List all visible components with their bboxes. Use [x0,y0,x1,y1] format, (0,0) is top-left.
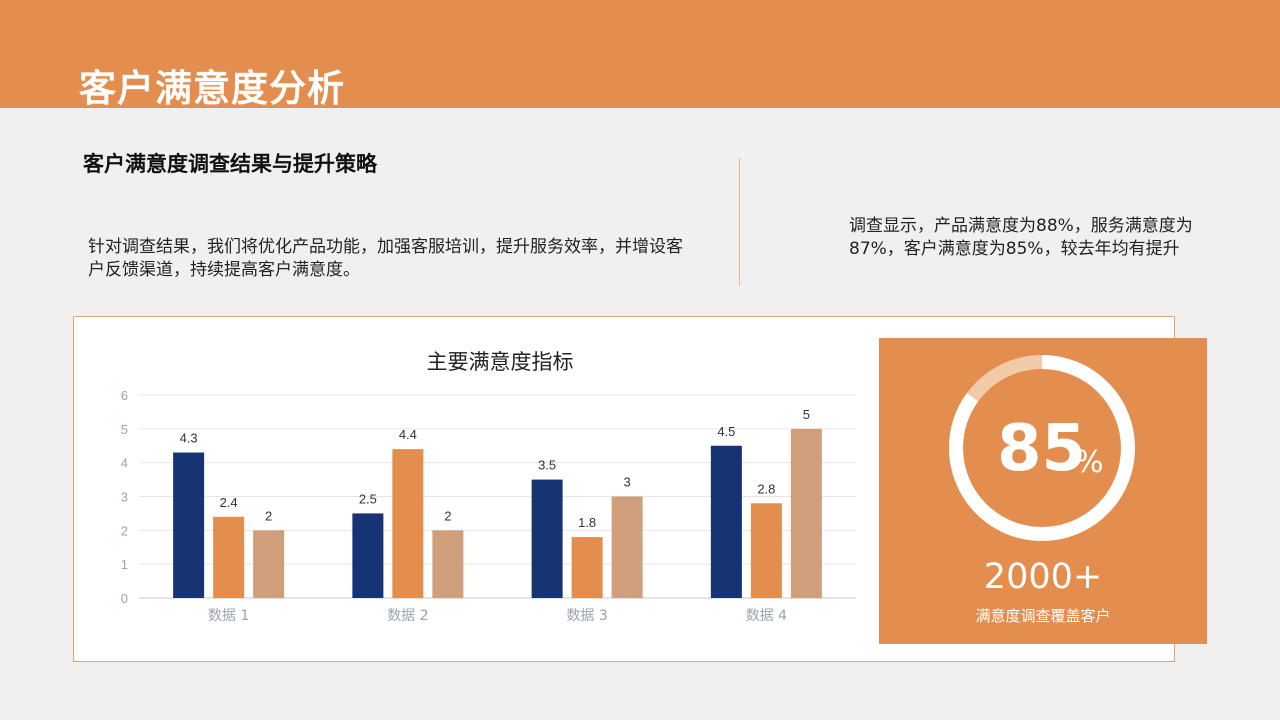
bar-chart: 主要满意度指标 0 1 2 3 4 5 6 4.3 2.4 2 数据 1 2.5 4.4 2 数据 2 3.5 1… [121,350,856,624]
bar [531,479,563,598]
bar [710,445,742,598]
bar [392,449,424,598]
strategy-text: 针对调查结果，我们将优化产品功能，加强客服培训，提升服务效率，并增设客户反馈渠道… [88,237,683,280]
bar [213,516,245,598]
chart-title: 主要满意度指标 [427,350,574,374]
satisfaction-value: 85 [997,412,1087,486]
y-tick-label: 2 [121,523,128,538]
ring-progress [949,355,1135,541]
x-tick-label: 数据 2 [387,608,428,624]
data-label: 1.8 [578,515,596,530]
data-label: 4.5 [717,424,735,439]
data-label: 5 [803,407,810,422]
header-bar: 客户满意度分析 [0,0,1280,110]
x-tick-label: 数据 1 [208,608,249,624]
y-tick-label: 4 [121,456,128,471]
page-title: 客户满意度分析 [79,67,345,110]
data-label: 2 [265,508,272,523]
satisfaction-unit: % [1075,445,1104,480]
customer-count-caption: 满意度调查覆盖客户 [975,607,1111,625]
bar [432,530,464,598]
data-label: 2.8 [757,481,775,496]
bar [750,503,782,598]
customer-count: 2000+ [983,557,1103,597]
bar [571,537,603,598]
y-tick-label: 3 [121,490,128,505]
data-label: 3.5 [538,458,556,473]
stat-panel: 85 % 2000+ 满意度调查覆盖客户 [879,338,1207,644]
data-label: 2.5 [359,491,377,506]
x-tick-label: 数据 3 [566,608,607,624]
data-label: 3 [624,475,631,490]
data-label: 2.4 [220,495,238,510]
y-tick-label: 6 [121,388,128,403]
bar [173,452,205,598]
y-tick-label: 0 [121,591,128,606]
survey-summary-text: 调查显示，产品满意度为88%，服务满意度为87%，客户满意度为85%，较去年均有… [849,216,1193,259]
x-tick-label: 数据 4 [746,608,787,624]
bar [352,513,384,598]
data-label: 2 [444,508,451,523]
bar [790,428,822,598]
bar [611,496,643,598]
vertical-divider [739,158,740,286]
progress-ring [949,355,1135,541]
y-tick-label: 1 [121,557,128,572]
data-label: 4.3 [180,431,198,446]
y-tick-label: 5 [121,422,128,437]
bar [253,530,285,598]
data-label: 4.4 [399,427,417,442]
section-heading: 客户满意度调查结果与提升策略 [83,152,377,176]
